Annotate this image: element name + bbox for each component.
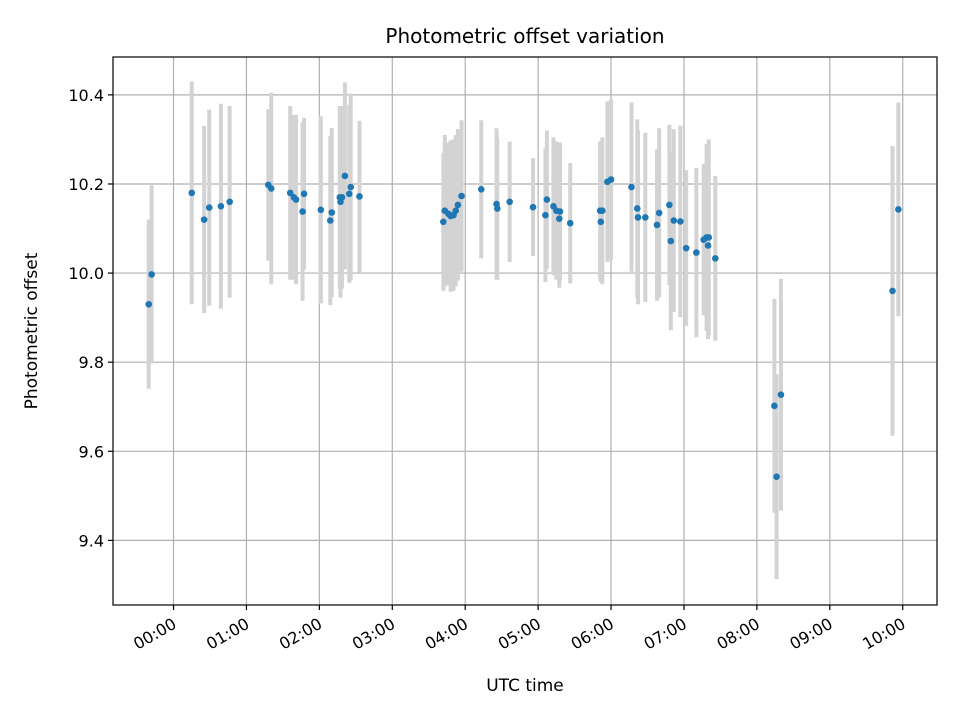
data-point — [341, 172, 349, 180]
y-tick-label: 9.8 — [79, 353, 104, 372]
data-point — [347, 183, 355, 191]
data-point — [317, 206, 325, 214]
data-point — [328, 209, 336, 216]
data-point — [666, 201, 673, 209]
data-point — [345, 190, 353, 198]
data-point — [542, 211, 549, 219]
grid-layer — [113, 57, 937, 605]
point-layer — [145, 172, 902, 480]
data-point — [597, 218, 605, 226]
x-axis-title: UTC time — [486, 676, 564, 696]
chart-title: Photometric offset variation — [385, 24, 664, 48]
data-point — [705, 234, 713, 241]
data-point — [454, 201, 462, 209]
data-point — [145, 300, 153, 308]
data-point — [712, 255, 719, 262]
data-point — [300, 190, 308, 198]
data-point — [667, 237, 675, 245]
data-point — [682, 244, 690, 252]
data-point — [677, 218, 684, 225]
data-point — [633, 205, 641, 212]
data-point — [653, 221, 661, 229]
y-tick-label: 10.0 — [68, 264, 104, 283]
data-point — [889, 287, 896, 295]
y-tick-label: 10.2 — [68, 175, 104, 194]
data-point — [299, 208, 306, 215]
data-point — [440, 218, 447, 226]
y-axis-title: Photometric offset — [22, 252, 42, 409]
data-point — [642, 214, 649, 221]
data-point — [529, 203, 537, 211]
data-point — [777, 391, 785, 399]
data-point — [543, 196, 551, 203]
data-point — [895, 206, 902, 213]
data-point — [628, 183, 635, 191]
data-point — [148, 271, 155, 278]
data-point — [655, 209, 663, 217]
data-point — [477, 186, 485, 193]
data-point — [704, 242, 712, 249]
data-point — [634, 214, 642, 221]
data-point — [356, 193, 363, 200]
data-point — [607, 176, 615, 183]
data-point — [217, 202, 225, 210]
data-point — [452, 207, 460, 215]
y-axis: 9.4 9.6 9.8 10.0 10.2 10.4 — [68, 86, 113, 550]
data-point — [506, 198, 513, 206]
data-point — [286, 189, 294, 197]
y-tick-label: 9.4 — [79, 531, 104, 550]
data-point — [226, 198, 233, 206]
data-point — [493, 205, 501, 212]
data-point — [267, 185, 275, 192]
data-point — [693, 249, 700, 256]
data-point — [458, 192, 465, 200]
data-point — [555, 215, 563, 223]
y-tick-label: 9.6 — [79, 442, 104, 461]
data-point — [771, 402, 778, 410]
data-point — [598, 207, 606, 215]
data-point — [188, 189, 196, 197]
y-tick-label: 10.4 — [68, 86, 104, 105]
data-point — [292, 196, 300, 203]
data-point — [200, 216, 208, 223]
data-point — [670, 217, 678, 224]
data-point — [205, 204, 213, 211]
data-point — [556, 208, 564, 215]
data-point — [566, 219, 574, 227]
data-point — [338, 194, 346, 201]
plot-frame — [112, 56, 938, 606]
data-point — [327, 217, 334, 224]
data-point — [773, 473, 780, 480]
